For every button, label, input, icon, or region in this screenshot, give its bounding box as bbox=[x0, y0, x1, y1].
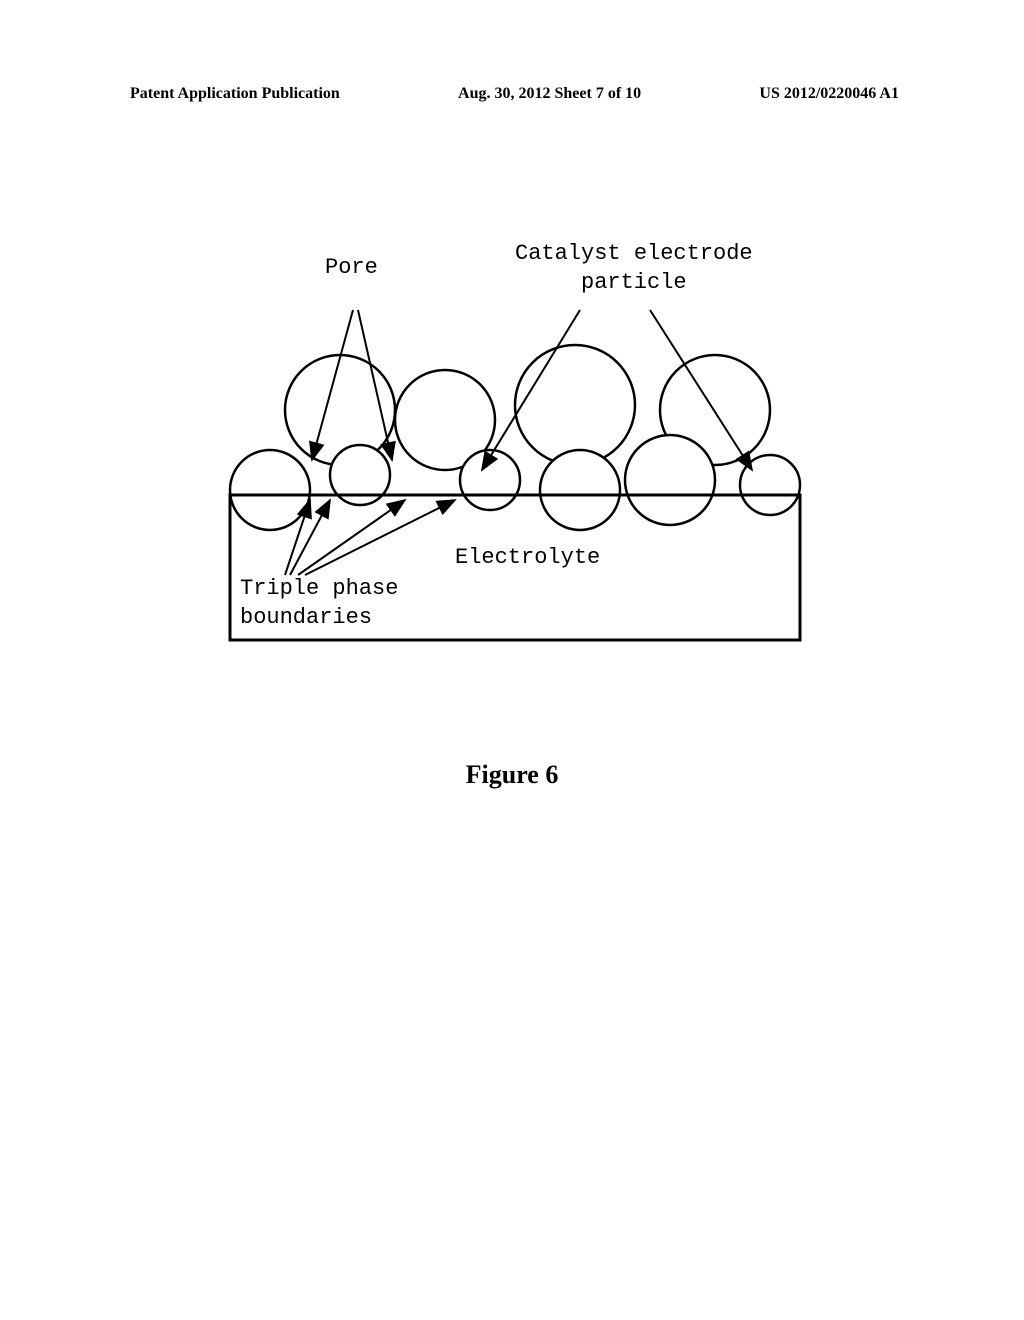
header-center: Aug. 30, 2012 Sheet 7 of 10 bbox=[458, 85, 641, 103]
page-header: Patent Application Publication Aug. 30, … bbox=[0, 85, 1024, 103]
label-tpb-line1: Triple phase bbox=[240, 576, 398, 601]
figure-caption: Figure 6 bbox=[0, 760, 1024, 790]
label-catalyst-line1: Catalyst electrode bbox=[515, 241, 753, 266]
label-electrolyte: Electrolyte bbox=[455, 545, 600, 570]
label-tpb-line2: boundaries bbox=[240, 605, 372, 630]
header-left: Patent Application Publication bbox=[130, 85, 340, 103]
label-catalyst-line2: particle bbox=[581, 270, 687, 295]
label-catalyst: Catalyst electrode particle bbox=[515, 240, 753, 297]
label-pore: Pore bbox=[325, 255, 378, 280]
diagram: Pore Catalyst electrode particle Electro… bbox=[230, 300, 810, 650]
header-right: US 2012/0220046 A1 bbox=[759, 85, 899, 103]
label-tpb: Triple phase boundaries bbox=[240, 575, 398, 632]
